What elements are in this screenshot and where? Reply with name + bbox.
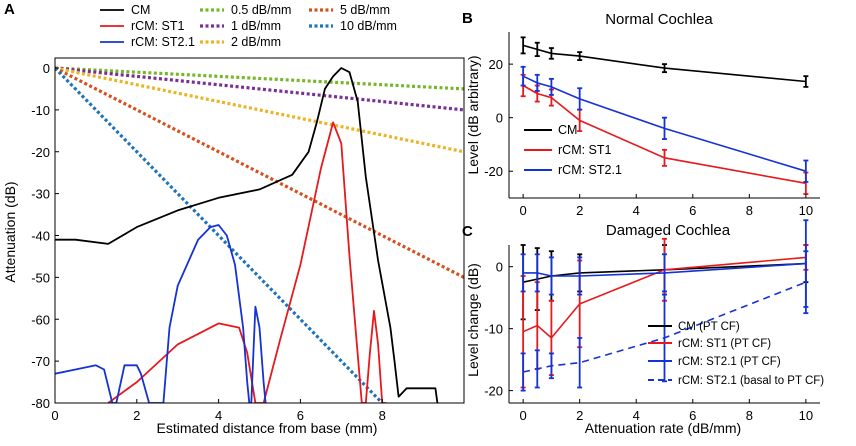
panel-b-xtick-label: 10 bbox=[799, 203, 813, 218]
panel-a-ytick-label: -70 bbox=[31, 354, 50, 369]
legend-label-2-db-mm: 2 dB/mm bbox=[231, 35, 281, 49]
legend-label-rcm-st2-1: rCM: ST2.1 bbox=[131, 35, 195, 49]
panel-a-xtick-label: 6 bbox=[297, 408, 304, 423]
series-line-rcm-st2-1 bbox=[55, 224, 267, 403]
series-line-0-5-db-mm bbox=[55, 66, 464, 91]
panel-a-xtick-label: 0 bbox=[51, 408, 58, 423]
series-line-cm bbox=[55, 67, 439, 403]
series-line-rcm-st2-1-basal-to-pt-cf bbox=[522, 281, 807, 373]
legend-label-cm: CM bbox=[558, 123, 577, 137]
series-line-rcm-st1 bbox=[107, 121, 387, 403]
panel-a-xtick-label: 8 bbox=[379, 408, 386, 423]
panel-c-xtick-label: 2 bbox=[576, 408, 583, 423]
panel-b-legend: CM rCM: ST1 rCM: ST2.1 bbox=[524, 123, 622, 177]
series-line-rcm-st2-1 bbox=[522, 75, 807, 172]
panel-b-xtick-label: 6 bbox=[689, 203, 696, 218]
panel-a-ytick-label: -10 bbox=[31, 103, 50, 118]
panel-a-xtick-label: 2 bbox=[133, 408, 140, 423]
panel-c-ytick-label: 0 bbox=[496, 260, 503, 275]
legend-label-rcm-st2-1-basal-to-pt-cf: rCM: ST2.1 (basal to PT CF) bbox=[678, 375, 824, 387]
legend-label-rcm-st2-1-pt-cf: rCM: ST2.1 (PT CF) bbox=[678, 356, 781, 368]
series-line-rcm-st1 bbox=[522, 84, 807, 185]
panel-a-xlabel: Estimated distance from base (mm) bbox=[157, 420, 378, 436]
panel-b-ytick-label: 0 bbox=[496, 111, 503, 126]
series-line-cm-pt-cf bbox=[522, 262, 806, 283]
panel-b-xtick-label: 8 bbox=[746, 203, 753, 218]
panel-a: A CM rCM: ST1 rCM: ST2.1 0.5 dB/mm 1 dB/mm 2 … bbox=[2, 1, 465, 436]
panel-c-title: Damaged Cochlea bbox=[606, 222, 731, 239]
legend-label-1-db-mm: 1 dB/mm bbox=[231, 19, 281, 33]
legend-label-rcm-st1: rCM: ST1 bbox=[131, 19, 185, 33]
panel-a-ylabel: Attenuation (dB) bbox=[2, 181, 18, 282]
panel-c-xtick-label: 4 bbox=[633, 408, 640, 423]
panel-a-ytick-label: -40 bbox=[31, 229, 50, 244]
panel-c: C Damaged Cochlea 0 2 4 6 8 10 0 -10 -20 Attenua… bbox=[462, 219, 824, 436]
legend-label-cm-pt-cf: CM (PT CF) bbox=[678, 321, 740, 333]
panel-b: B Normal Cochlea 0 2 4 6 8 10 20 0 -20 Level (dB… bbox=[462, 10, 820, 218]
panel-c-ytick-label: -10 bbox=[484, 322, 503, 337]
panel-c-legend: CM (PT CF) rCM: ST1 (PT CF) rCM: ST2.1 (PT… bbox=[648, 321, 824, 387]
series-line-2-db-mm bbox=[55, 66, 464, 154]
panel-c-xtick-label: 6 bbox=[689, 408, 696, 423]
panel-c-xtick-label: 8 bbox=[746, 408, 753, 423]
legend-label-cm: CM bbox=[131, 3, 150, 17]
panel-b-ytick-label: 20 bbox=[489, 57, 503, 72]
panel-b-ytick-label: -20 bbox=[484, 164, 503, 179]
panel-c-xtick-label: 0 bbox=[520, 408, 527, 423]
panel-a-letter: A bbox=[4, 1, 15, 18]
panel-b-xtick-label: 4 bbox=[633, 203, 640, 218]
panel-a-xtick-label: 4 bbox=[215, 408, 222, 423]
series-line-rcm-st2-1-pt-cf bbox=[523, 262, 806, 277]
series-line-cm bbox=[522, 44, 806, 83]
panel-a-ytick-label: -50 bbox=[31, 270, 50, 285]
series-line-5-db-mm bbox=[55, 66, 464, 279]
panel-a-axes-box bbox=[54, 57, 465, 404]
panel-b-xtick-label: 2 bbox=[576, 203, 583, 218]
panel-c-letter: C bbox=[462, 223, 473, 240]
legend-label-rcm-st2-1: rCM: ST2.1 bbox=[558, 163, 622, 177]
panel-a-ytick-label: -60 bbox=[31, 312, 50, 327]
series-line-rcm-st1-pt-cf bbox=[522, 256, 806, 340]
panel-a-legend: CM rCM: ST1 rCM: ST2.1 0.5 dB/mm 1 dB/mm 2 dB… bbox=[100, 3, 397, 49]
legend-label-rcm-st1: rCM: ST1 bbox=[558, 143, 612, 157]
panel-a-plot-area bbox=[55, 66, 464, 403]
panel-c-xlabel: Attenuation rate (dB/mm) bbox=[585, 420, 741, 436]
panel-b-ylabel: Level (dB arbitrary) bbox=[465, 55, 481, 174]
panel-a-ytick-label: -30 bbox=[31, 187, 50, 202]
legend-label-rcm-st1-pt-cf: rCM: ST1 (PT CF) bbox=[678, 338, 771, 350]
panel-c-ylabel: Level change (dB) bbox=[465, 263, 481, 377]
panel-a-ytick-label: -80 bbox=[31, 396, 50, 411]
panel-c-xtick-label: 10 bbox=[799, 408, 813, 423]
panel-a-ytick-label: 0 bbox=[43, 61, 50, 76]
series-line-1-db-mm bbox=[55, 66, 464, 112]
legend-label-0-5-db-mm: 0.5 dB/mm bbox=[231, 3, 291, 17]
panel-b-xtick-label: 0 bbox=[520, 203, 527, 218]
legend-label-5-db-mm: 5 dB/mm bbox=[340, 3, 390, 17]
series-line-10-db-mm bbox=[55, 66, 384, 403]
panel-b-title: Normal Cochlea bbox=[605, 11, 713, 28]
panel-b-letter: B bbox=[462, 10, 473, 27]
panel-a-ytick-label: -20 bbox=[31, 145, 50, 160]
legend-label-10-db-mm: 10 dB/mm bbox=[340, 19, 397, 33]
panel-c-ytick-label: -20 bbox=[484, 384, 503, 399]
